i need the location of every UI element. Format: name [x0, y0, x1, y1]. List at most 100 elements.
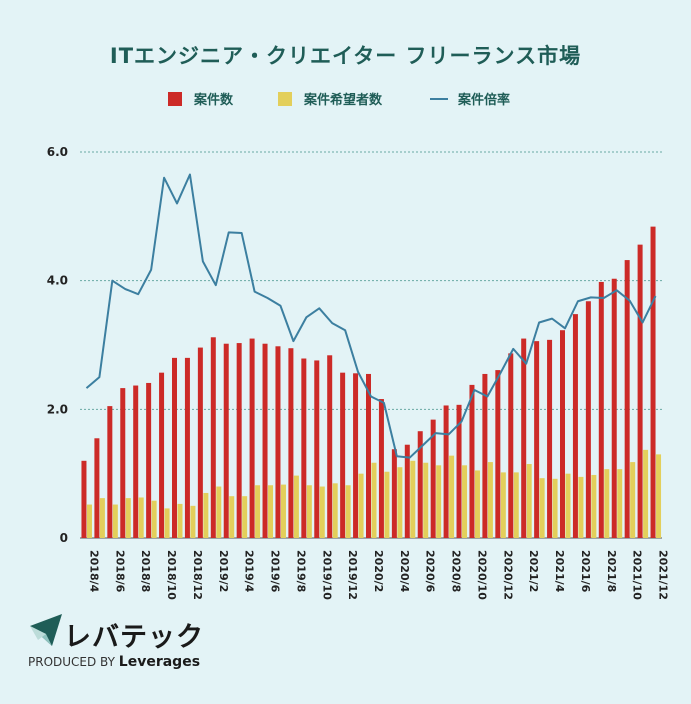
bar-series — [81, 226, 662, 539]
x-axis-ticks: 2018/4 2018/6 2018/8 2018/10 2018/12 2019/2 20… — [87, 550, 669, 600]
bar-kibousha — [319, 486, 325, 538]
bar-anken — [560, 330, 565, 538]
bar-anken — [301, 358, 307, 538]
bar-kibousha — [345, 485, 351, 538]
chart-area: 案件数 案件希望者数 案件倍率 02.04.06.0 2018/4 2018/6 201… — [47, 92, 670, 600]
legend-label: 案件希望者数 — [303, 92, 383, 108]
bar-kibousha — [500, 472, 506, 538]
bar-anken — [443, 405, 449, 538]
x-tick-label: 2021/8 — [605, 550, 618, 592]
line-bairitsu — [85, 173, 657, 459]
bar-kibousha — [332, 483, 338, 538]
bar-kibousha — [630, 462, 636, 538]
bar-anken — [210, 337, 216, 538]
bar-kibousha — [86, 504, 92, 538]
legend-swatch — [278, 92, 292, 106]
x-tick-label: 2019/10 — [320, 550, 333, 600]
x-tick-label: 2019/6 — [269, 550, 282, 593]
x-tick-label: 2018/10 — [165, 550, 178, 600]
bar-anken — [275, 346, 281, 538]
bar-anken — [637, 244, 643, 538]
bar-anken — [120, 388, 126, 538]
x-tick-label: 2018/8 — [139, 550, 152, 592]
bar-kibousha — [526, 464, 532, 538]
bar-anken — [172, 357, 177, 538]
bar-anken — [197, 347, 203, 538]
bar-anken — [340, 372, 346, 538]
brand-name: レバテック — [64, 622, 204, 653]
bar-kibousha — [371, 462, 377, 538]
x-tick-label: 2020/8 — [450, 550, 463, 592]
bar-anken — [534, 341, 540, 538]
bar-anken — [262, 343, 268, 538]
bar-kibousha — [190, 505, 196, 538]
bar-anken — [495, 370, 501, 538]
bar-anken — [288, 348, 294, 538]
x-tick-label: 2019/2 — [217, 550, 230, 592]
line-series — [85, 173, 657, 459]
bar-anken — [159, 372, 165, 538]
x-tick-label: 2021/4 — [553, 550, 566, 593]
legend-label: 案件倍率 — [457, 92, 510, 108]
bar-kibousha — [151, 500, 157, 538]
x-tick-label: 2020/4 — [398, 550, 411, 593]
x-tick-label: 2020/2 — [372, 550, 385, 592]
bar-kibousha — [578, 476, 584, 538]
bar-anken — [249, 338, 255, 538]
x-tick-label: 2020/10 — [475, 550, 488, 600]
bar-kibousha — [268, 485, 274, 538]
x-tick-label: 2021/10 — [631, 550, 644, 600]
bar-kibousha — [203, 492, 209, 538]
bar-kibousha — [513, 472, 519, 538]
x-tick-label: 2019/12 — [346, 550, 359, 600]
bar-kibousha — [397, 467, 403, 538]
bar-anken — [107, 406, 113, 538]
bar-anken — [353, 373, 359, 538]
bar-kibousha — [539, 478, 545, 538]
bar-kibousha — [164, 508, 170, 538]
bar-kibousha — [487, 462, 493, 538]
chart-title: ITエンジニア・クリエイター フリーランス市場 — [109, 44, 582, 68]
bar-kibousha — [591, 474, 597, 538]
bar-kibousha — [242, 496, 248, 538]
bar-anken — [133, 385, 139, 538]
brand-tagline: PRODUCED BY Leverages — [28, 654, 200, 670]
y-tick-label: 6.0 — [47, 145, 68, 159]
bar-kibousha — [604, 469, 610, 538]
bar-kibousha — [125, 498, 131, 538]
bar-kibousha — [436, 465, 442, 538]
bar-anken — [223, 343, 229, 538]
bar-anken — [146, 382, 152, 538]
bar-kibousha — [293, 475, 299, 538]
bar-kibousha — [216, 486, 222, 538]
x-tick-label: 2021/2 — [527, 550, 540, 592]
tagline-prefix: PRODUCED BY — [28, 655, 115, 669]
bar-anken — [184, 357, 190, 538]
bar-anken — [327, 355, 333, 538]
x-tick-label: 2018/4 — [87, 550, 100, 593]
bar-kibousha — [255, 485, 261, 538]
x-tick-label: 2018/12 — [191, 550, 204, 600]
bar-kibousha — [423, 462, 429, 538]
bar-kibousha — [138, 497, 144, 538]
bar-kibousha — [617, 469, 623, 538]
bar-anken — [611, 278, 617, 538]
bar-anken — [94, 438, 100, 538]
bar-anken — [585, 301, 591, 538]
bar-kibousha — [474, 470, 480, 538]
bar-kibousha — [112, 504, 118, 538]
bar-kibousha — [280, 484, 286, 538]
bar-kibousha — [565, 473, 571, 538]
x-tick-label: 2021/12 — [657, 550, 670, 600]
bar-kibousha — [449, 455, 455, 538]
y-tick-label: 2.0 — [47, 402, 68, 416]
bar-kibousha — [462, 465, 468, 538]
legend: 案件数 案件希望者数 案件倍率 — [168, 92, 510, 108]
bar-anken — [366, 373, 371, 538]
bar-anken — [624, 260, 630, 538]
bar-kibousha — [306, 485, 312, 538]
x-tick-label: 2019/4 — [243, 550, 256, 593]
bar-kibousha — [358, 473, 364, 538]
x-tick-label: 2021/6 — [579, 550, 592, 593]
bar-anken — [650, 226, 656, 539]
